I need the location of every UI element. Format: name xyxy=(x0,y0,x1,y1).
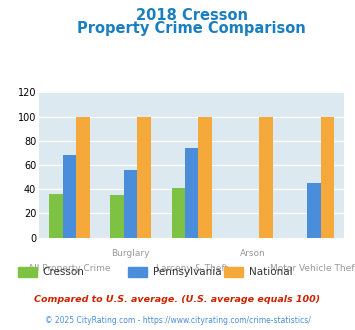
Text: © 2025 CityRating.com - https://www.cityrating.com/crime-statistics/: © 2025 CityRating.com - https://www.city… xyxy=(45,315,310,325)
Bar xyxy=(110,195,124,238)
Text: Arson: Arson xyxy=(240,249,266,258)
Bar xyxy=(137,116,151,238)
Text: Pennsylvania: Pennsylvania xyxy=(153,267,221,277)
Bar xyxy=(307,183,321,238)
Bar xyxy=(171,188,185,238)
Bar xyxy=(185,148,198,238)
Bar xyxy=(198,116,212,238)
Text: All Property Crime: All Property Crime xyxy=(28,264,111,273)
Bar xyxy=(63,155,76,238)
Text: 2018 Cresson: 2018 Cresson xyxy=(136,8,248,23)
Text: Motor Vehicle Theft: Motor Vehicle Theft xyxy=(270,264,355,273)
Bar xyxy=(321,116,334,238)
Bar xyxy=(260,116,273,238)
Text: Property Crime Comparison: Property Crime Comparison xyxy=(77,21,306,36)
Text: Larceny & Theft: Larceny & Theft xyxy=(155,264,228,273)
Text: Compared to U.S. average. (U.S. average equals 100): Compared to U.S. average. (U.S. average … xyxy=(34,295,321,304)
Bar xyxy=(76,116,90,238)
Text: Burglary: Burglary xyxy=(111,249,150,258)
Bar xyxy=(49,194,63,238)
Bar xyxy=(124,170,137,238)
Text: Cresson: Cresson xyxy=(43,267,84,277)
Text: National: National xyxy=(248,267,292,277)
